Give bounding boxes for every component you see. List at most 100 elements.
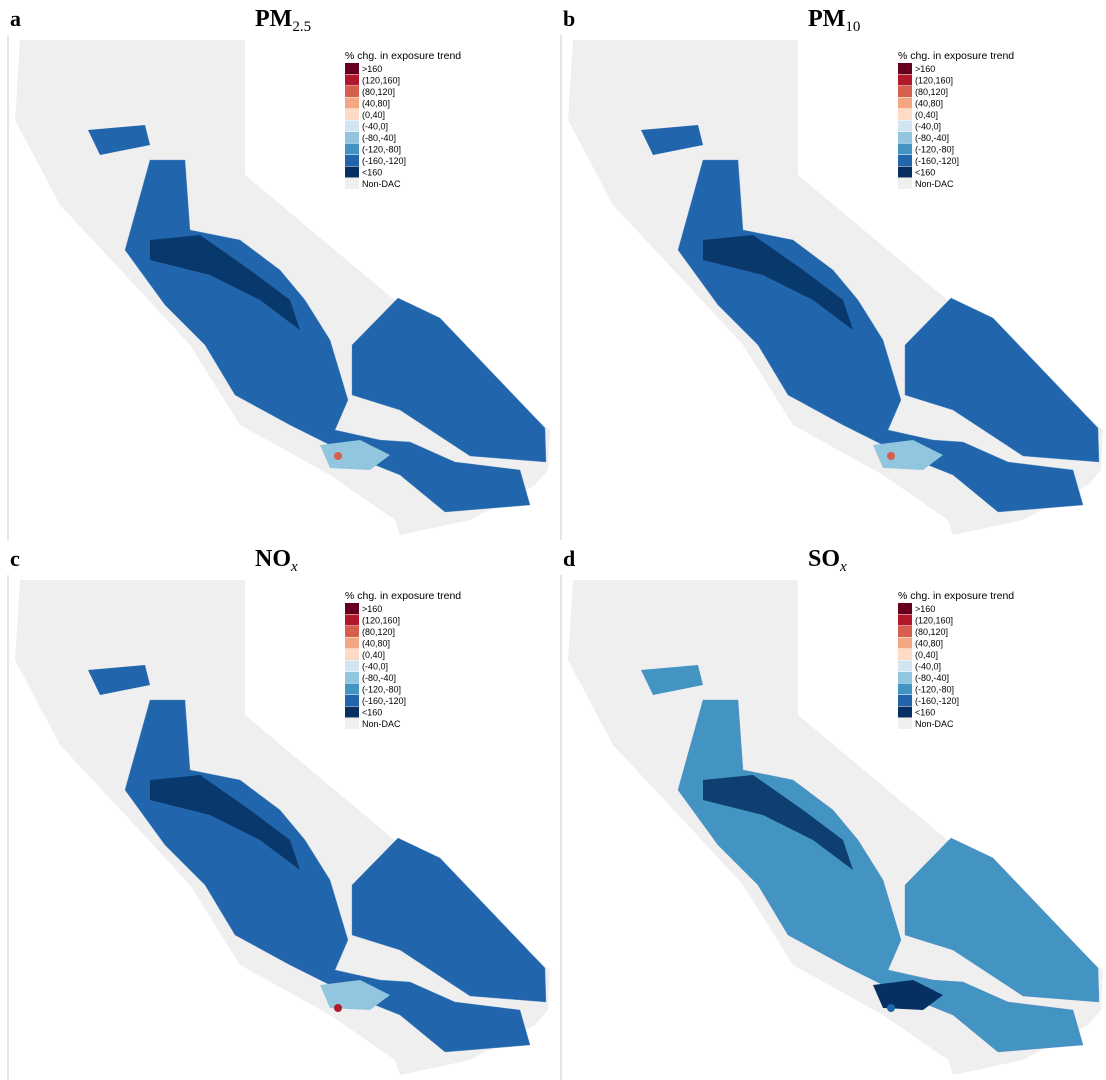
panel-title: PM10 [808, 6, 860, 35]
legend-label: <160 [362, 708, 382, 718]
legend-label: Non-DAC [915, 179, 954, 189]
region [677, 159, 1084, 513]
map-panel: c NOx % chg. in exposure trend >160 (120,160… [7, 546, 550, 1080]
legend-label: (0,40] [915, 650, 938, 660]
legend-label: (-40,0] [362, 122, 388, 132]
legend-label: <160 [915, 708, 935, 718]
legend-swatch [898, 120, 912, 132]
legend-title: % chg. in exposure trend [898, 590, 1014, 602]
panel-letter: d [563, 546, 575, 571]
title-sub: x [290, 559, 298, 575]
panel-title: NOx [255, 546, 298, 575]
legend-label: (-120,-80] [362, 685, 401, 695]
title-main: NO [255, 546, 291, 572]
legend-swatch [345, 695, 359, 706]
region [641, 665, 703, 695]
legend-label: (120,160] [915, 616, 953, 626]
legend-swatch [345, 614, 359, 626]
legend-label: (120,160] [362, 616, 400, 626]
legend-swatch [898, 649, 912, 660]
legend-label: (-120,-80] [915, 145, 954, 155]
legend-swatch [345, 706, 359, 718]
la-area [320, 440, 390, 470]
legend-swatch [345, 660, 359, 672]
legend-label: (40,80] [915, 639, 943, 649]
legend-swatch [898, 86, 912, 97]
region [351, 837, 547, 1003]
legend-swatch [898, 626, 912, 637]
legend-swatch [898, 695, 912, 706]
legend-label: (0,40] [362, 650, 385, 660]
legend-label: (-160,-120] [362, 696, 406, 706]
legend-label: (-40,0] [915, 662, 941, 672]
legend-swatch [345, 143, 359, 155]
legend-swatch [898, 143, 912, 155]
legend-label: (40,80] [362, 99, 390, 109]
legend-swatch [345, 63, 359, 74]
legend-label: (-40,0] [915, 122, 941, 132]
legend-swatch [898, 637, 912, 649]
title-main: SO [808, 546, 840, 572]
legend-swatch [898, 132, 912, 143]
legend-swatch [898, 672, 912, 683]
la-area [873, 980, 943, 1010]
legend-swatch [345, 626, 359, 637]
legend-label: >160 [362, 604, 382, 614]
legend-swatch [898, 683, 912, 695]
legend-title: % chg. in exposure trend [898, 50, 1014, 62]
region [351, 297, 547, 463]
map-panel: b PM10 % chg. in exposure trend >160 (120,16… [560, 6, 1103, 540]
panel-letter: c [10, 546, 20, 571]
region [904, 837, 1100, 1003]
legend-swatch [898, 63, 912, 74]
map-panel: d SOx % chg. in exposure trend >160 (120,160… [560, 546, 1103, 1080]
legend-label: Non-DAC [915, 719, 954, 729]
legend-label: (0,40] [915, 110, 938, 120]
legend-swatch [345, 97, 359, 109]
la-area [320, 980, 390, 1010]
legend-swatch [898, 603, 912, 614]
legend-label: (80,120] [362, 87, 395, 97]
region [124, 159, 531, 513]
legend-swatch [345, 166, 359, 178]
title-main: PM [808, 6, 845, 32]
legend-label: (-80,-40] [362, 133, 396, 143]
legend-label: <160 [362, 168, 382, 178]
legend-swatch [898, 97, 912, 109]
legend-label: >160 [915, 604, 935, 614]
legend-swatch [345, 155, 359, 166]
legend-title: % chg. in exposure trend [345, 50, 461, 62]
legend-label: >160 [915, 64, 935, 74]
legend-swatch [345, 132, 359, 143]
legend-swatch [345, 74, 359, 86]
legend-label: Non-DAC [362, 719, 401, 729]
legend-swatch [345, 683, 359, 695]
legend-label: (-160,-120] [915, 696, 959, 706]
legend-label: (40,80] [362, 639, 390, 649]
legend-label: (120,160] [362, 76, 400, 86]
legend-swatch [898, 155, 912, 166]
legend-label: (-160,-120] [362, 156, 406, 166]
panel-title: SOx [808, 546, 847, 575]
legend-label: (-80,-40] [915, 133, 949, 143]
legend-label: (0,40] [362, 110, 385, 120]
legend-swatch [898, 109, 912, 120]
legend-swatch [898, 166, 912, 178]
legend-label: <160 [915, 168, 935, 178]
hotspot [334, 1004, 342, 1012]
legend-swatch [345, 178, 359, 189]
legend-label: (-160,-120] [915, 156, 959, 166]
hotspot [334, 452, 342, 460]
legend-label: (80,120] [362, 627, 395, 637]
legend-swatch [345, 86, 359, 97]
legend-swatch [345, 637, 359, 649]
hotspot [887, 1004, 895, 1012]
legend-label: (80,120] [915, 627, 948, 637]
legend-label: (40,80] [915, 99, 943, 109]
hotspot [887, 452, 895, 460]
legend-label: (120,160] [915, 76, 953, 86]
title-sub: x [839, 559, 847, 575]
legend-label: >160 [362, 64, 382, 74]
legend-label: (-120,-80] [915, 685, 954, 695]
title-sub: 2.5 [292, 19, 311, 35]
